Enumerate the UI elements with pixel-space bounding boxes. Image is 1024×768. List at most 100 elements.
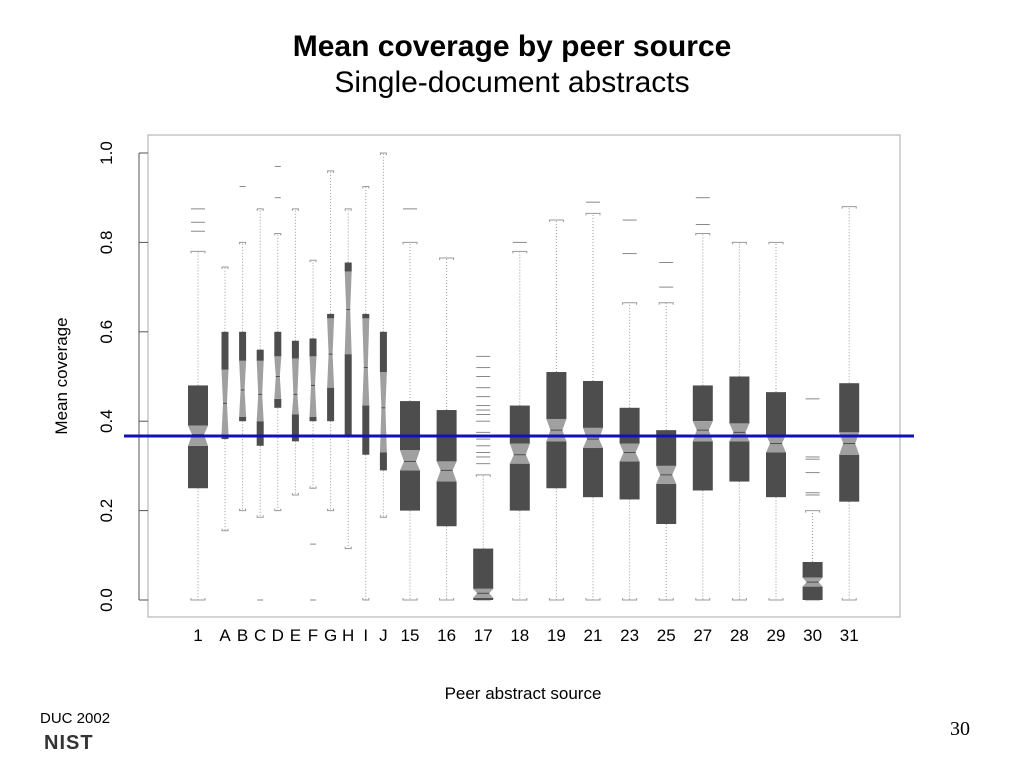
box-notch xyxy=(344,271,352,355)
x-tick-label: 28 xyxy=(730,626,749,645)
whisker-cap xyxy=(658,302,674,305)
box-notch xyxy=(221,369,229,435)
whisker-cap xyxy=(362,598,370,601)
y-axis-label: Mean coverage xyxy=(52,317,71,434)
box-lower xyxy=(309,416,317,422)
whisker-cap xyxy=(291,492,299,496)
x-tick-label: 27 xyxy=(693,626,712,645)
box-notch xyxy=(509,443,530,464)
box-lower xyxy=(509,463,530,511)
whisker-cap xyxy=(190,250,206,254)
whisker-cap xyxy=(512,250,528,254)
whisker-cap xyxy=(362,186,370,189)
x-tick-label: 1 xyxy=(193,626,202,645)
box-upper xyxy=(546,372,567,419)
box-notch xyxy=(327,318,335,388)
whisker-cap xyxy=(622,302,638,305)
box-notch xyxy=(400,450,420,471)
box-notch xyxy=(379,372,387,453)
box-notch xyxy=(274,356,282,399)
whisker-cap xyxy=(239,241,247,245)
x-tick-label: E xyxy=(290,626,301,645)
x-tick-label: C xyxy=(254,626,266,645)
box-lower xyxy=(188,445,208,489)
box-plot-chart: 0.0 0.2 0.4 0.6 0.8 1.0 Mean coverage Peer abst… xyxy=(52,134,914,700)
whisker-cap xyxy=(344,546,352,550)
box-lower xyxy=(692,441,713,491)
x-tick-label: 19 xyxy=(547,626,566,645)
box-upper xyxy=(400,401,420,451)
whisker-cap xyxy=(658,598,674,601)
whisker-cap xyxy=(221,528,229,532)
box-upper xyxy=(766,392,786,435)
x-tick-label: 30 xyxy=(803,626,822,645)
whisker-cap xyxy=(548,598,564,601)
whisker-cap xyxy=(221,266,229,269)
box-upper xyxy=(583,380,603,428)
whisker-cap xyxy=(309,486,317,489)
x-tick-label: 17 xyxy=(474,626,493,645)
box-lower xyxy=(291,414,299,442)
x-tick-label: A xyxy=(219,626,231,645)
nist-logo: NIST xyxy=(44,733,94,751)
box-notch xyxy=(583,427,603,449)
box-notch xyxy=(239,360,247,417)
box-upper xyxy=(802,562,823,578)
x-tick-label: G xyxy=(324,626,337,645)
box-upper xyxy=(274,331,282,357)
box-lower xyxy=(436,481,457,527)
whisker-cap xyxy=(309,259,317,263)
x-tick-label: 23 xyxy=(620,626,639,645)
x-axis-label: Peer abstract source xyxy=(445,684,602,700)
box-upper xyxy=(239,331,247,361)
whisker-cap xyxy=(731,241,747,245)
chart-title: Mean coverage by peer source xyxy=(292,30,732,63)
y-tick-label: 0.4 xyxy=(97,409,116,433)
box-upper xyxy=(327,313,335,319)
box-notch xyxy=(692,421,713,442)
box-lower xyxy=(839,454,860,502)
box-notch xyxy=(256,360,264,422)
whisker-cap xyxy=(402,241,418,245)
box-upper xyxy=(379,331,387,373)
x-tick-label: 31 xyxy=(840,626,859,645)
box-upper xyxy=(309,338,317,357)
box-upper xyxy=(291,340,299,359)
whisker-cap xyxy=(327,170,335,173)
box-lower xyxy=(274,398,282,408)
y-tick-label: 1.0 xyxy=(97,141,116,165)
whisker-cap xyxy=(548,219,564,223)
box-upper xyxy=(692,385,713,422)
box-lower xyxy=(362,405,370,455)
box-upper xyxy=(256,349,264,361)
whisker-cap xyxy=(475,474,491,477)
whisker-cap xyxy=(291,208,299,211)
whisker-cap xyxy=(274,232,282,236)
whisker-cap xyxy=(190,598,206,601)
box-upper xyxy=(188,385,208,426)
box-notch xyxy=(309,356,317,417)
box-upper xyxy=(839,383,860,433)
box-lower xyxy=(379,452,387,471)
x-tick-label: 16 xyxy=(437,626,456,645)
whisker-cap xyxy=(585,598,601,601)
box-lower xyxy=(802,586,823,600)
box-lower xyxy=(583,448,603,498)
whisker-cap xyxy=(256,515,264,518)
box-lower xyxy=(256,421,264,446)
y-tick-label: 0.0 xyxy=(97,588,116,612)
box-upper xyxy=(362,313,370,319)
svg-text:NIST: NIST xyxy=(44,733,94,751)
whisker-cap xyxy=(439,598,455,601)
box-upper xyxy=(656,430,677,466)
whisker-cap xyxy=(841,206,857,209)
box-upper xyxy=(473,548,494,589)
box-upper xyxy=(344,262,352,272)
box-lower xyxy=(344,354,352,437)
whisker-cap xyxy=(695,232,711,236)
box-upper xyxy=(221,331,229,370)
whisker-cap xyxy=(768,598,784,601)
box-upper xyxy=(619,407,640,444)
whisker-cap xyxy=(379,152,387,155)
whisker-cap xyxy=(695,598,711,601)
